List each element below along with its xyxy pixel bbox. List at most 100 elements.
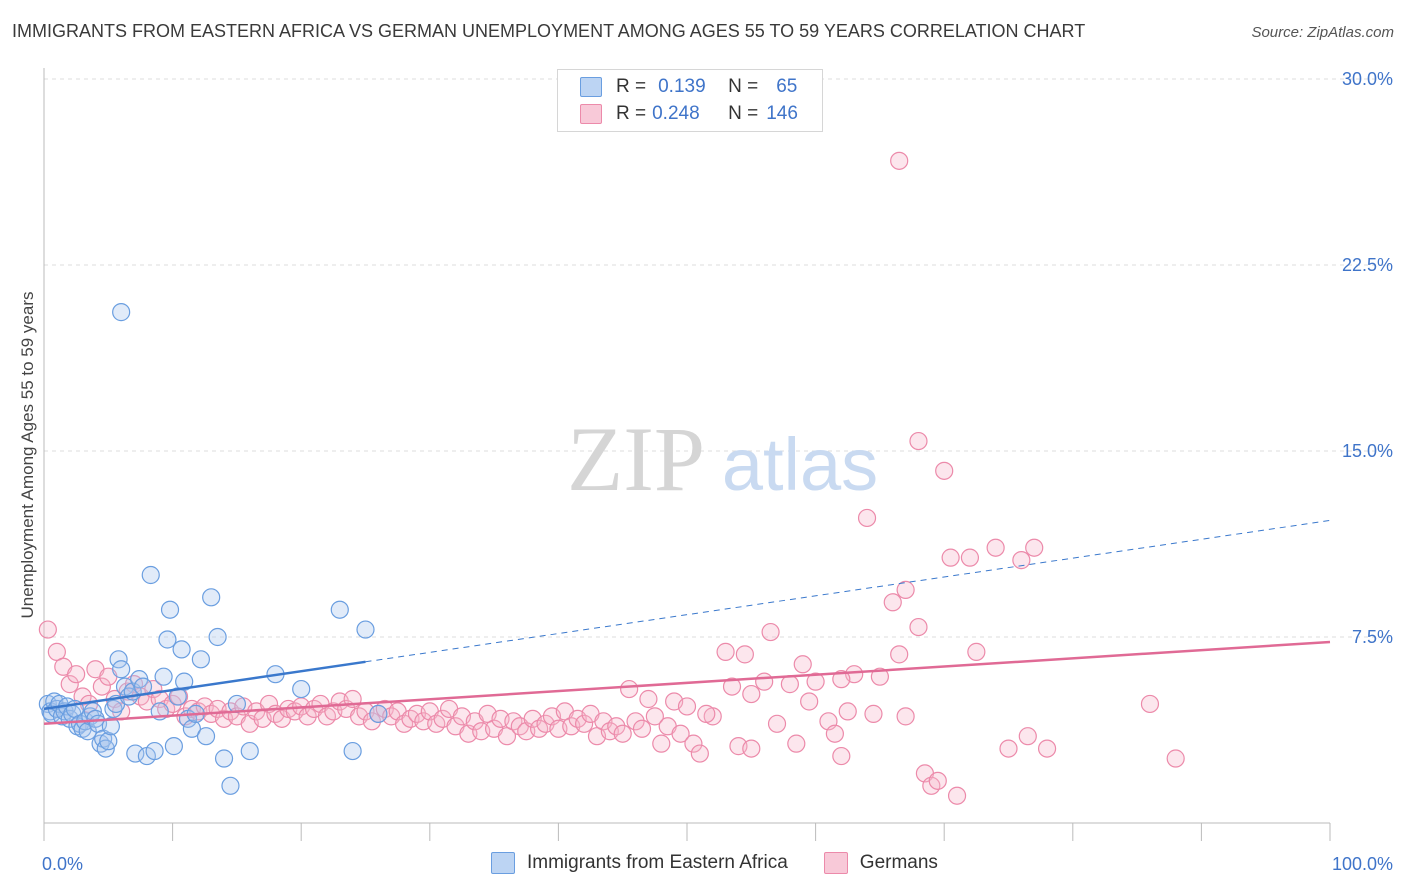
legend-row-blue: R = 0.139 N = 65	[580, 75, 797, 99]
n-value-pink: 146	[766, 103, 798, 124]
y-tick-label: 22.5%	[1342, 255, 1393, 275]
data-point	[208, 627, 227, 647]
data-point	[1037, 739, 1057, 758]
data-point	[941, 548, 960, 567]
series-legend: Immigrants from Eastern Africa Germans	[491, 852, 974, 874]
data-point	[690, 744, 709, 763]
data-point	[735, 645, 754, 664]
data-point	[639, 689, 658, 709]
data-point	[1140, 694, 1160, 714]
data-point	[800, 692, 819, 711]
data-point	[214, 749, 234, 768]
data-point	[1166, 749, 1185, 768]
data-point	[890, 645, 909, 664]
y-tick-label: 15.0%	[1342, 441, 1393, 461]
data-point	[1018, 727, 1037, 746]
data-point	[172, 640, 191, 659]
data-point	[742, 684, 761, 704]
data-point	[154, 667, 173, 686]
data-point	[67, 665, 86, 684]
data-point	[999, 739, 1018, 758]
legend-row-pink: R = 0.248 N = 146	[580, 102, 798, 126]
tick-labels: 7.5% 15.0% 22.5% 30.0% 0.0% 100.0%	[42, 69, 1393, 874]
data-point	[141, 565, 160, 585]
r-value-blue: 0.139	[658, 76, 706, 97]
r-label: R =	[616, 103, 647, 124]
data-point	[825, 724, 844, 743]
legend-label-germans: Germans	[859, 852, 938, 873]
data-point	[196, 727, 216, 746]
data-point	[60, 675, 79, 694]
correlation-legend: R = 0.139 N = 65 R = 0.248 N = 146	[557, 69, 823, 132]
data-point	[620, 679, 639, 699]
trend-lines	[43, 519, 1331, 726]
data-point	[292, 679, 311, 699]
n-label: N =	[728, 76, 759, 97]
data-point	[928, 771, 947, 790]
data-point	[175, 672, 194, 691]
r-value-pink: 0.248	[652, 103, 700, 124]
data-point	[362, 712, 382, 731]
pink-swatch	[580, 104, 602, 124]
n-label: N =	[728, 103, 759, 124]
source-label: Source: ZipAtlas.com	[1251, 24, 1394, 41]
x-tick-label: 100.0%	[1332, 854, 1393, 874]
data-point	[755, 672, 774, 691]
data-point	[202, 588, 221, 607]
data-point	[864, 704, 883, 723]
data-point	[832, 670, 851, 689]
data-point	[870, 667, 890, 686]
blue-swatch	[491, 852, 515, 874]
y-tick-label: 7.5%	[1352, 627, 1393, 647]
series-germans	[38, 151, 1185, 805]
trend-line-blue-extension	[365, 519, 1331, 663]
data-point	[896, 707, 915, 726]
data-point	[935, 461, 954, 480]
watermark-atlas: atlas	[722, 423, 878, 506]
data-point	[632, 719, 652, 738]
chart-title: IMMIGRANTS FROM EASTERN AFRICA VS GERMAN…	[12, 21, 1086, 41]
pink-swatch	[823, 852, 848, 874]
n-value-blue: 65	[776, 76, 798, 97]
axes	[43, 68, 1331, 841]
legend-item-immigrants: Immigrants from Eastern Africa	[491, 852, 788, 874]
data-point	[967, 642, 986, 661]
data-point	[191, 650, 210, 669]
data-point	[671, 724, 690, 743]
data-point	[164, 737, 183, 756]
data-point	[575, 714, 594, 733]
data-point	[909, 431, 928, 451]
data-point	[960, 548, 980, 567]
data-point	[883, 593, 902, 612]
data-point	[38, 620, 57, 639]
data-point	[607, 717, 626, 736]
data-point	[1025, 538, 1044, 557]
data-point	[96, 739, 115, 758]
data-point	[832, 746, 851, 766]
data-point	[838, 702, 857, 721]
data-point	[626, 712, 645, 731]
legend-label-immigrants: Immigrants from Eastern Africa	[527, 852, 788, 873]
data-point	[330, 600, 349, 619]
watermark-zip: ZIP	[567, 408, 705, 510]
blue-swatch	[580, 77, 602, 97]
data-point	[793, 655, 812, 674]
data-point	[986, 538, 1005, 557]
data-point	[716, 642, 735, 661]
data-point	[909, 617, 928, 637]
data-point	[645, 707, 664, 726]
data-point	[722, 677, 742, 696]
y-tick-label: 30.0%	[1342, 69, 1393, 89]
data-point	[158, 630, 177, 649]
data-point	[896, 580, 915, 599]
data-point	[104, 699, 123, 719]
data-point	[742, 739, 761, 758]
data-point	[182, 719, 201, 738]
data-point	[767, 714, 787, 733]
data-point	[677, 697, 697, 716]
grid-lines	[44, 78, 1390, 638]
data-point	[857, 508, 877, 528]
data-point	[806, 672, 825, 691]
data-point	[947, 786, 967, 805]
